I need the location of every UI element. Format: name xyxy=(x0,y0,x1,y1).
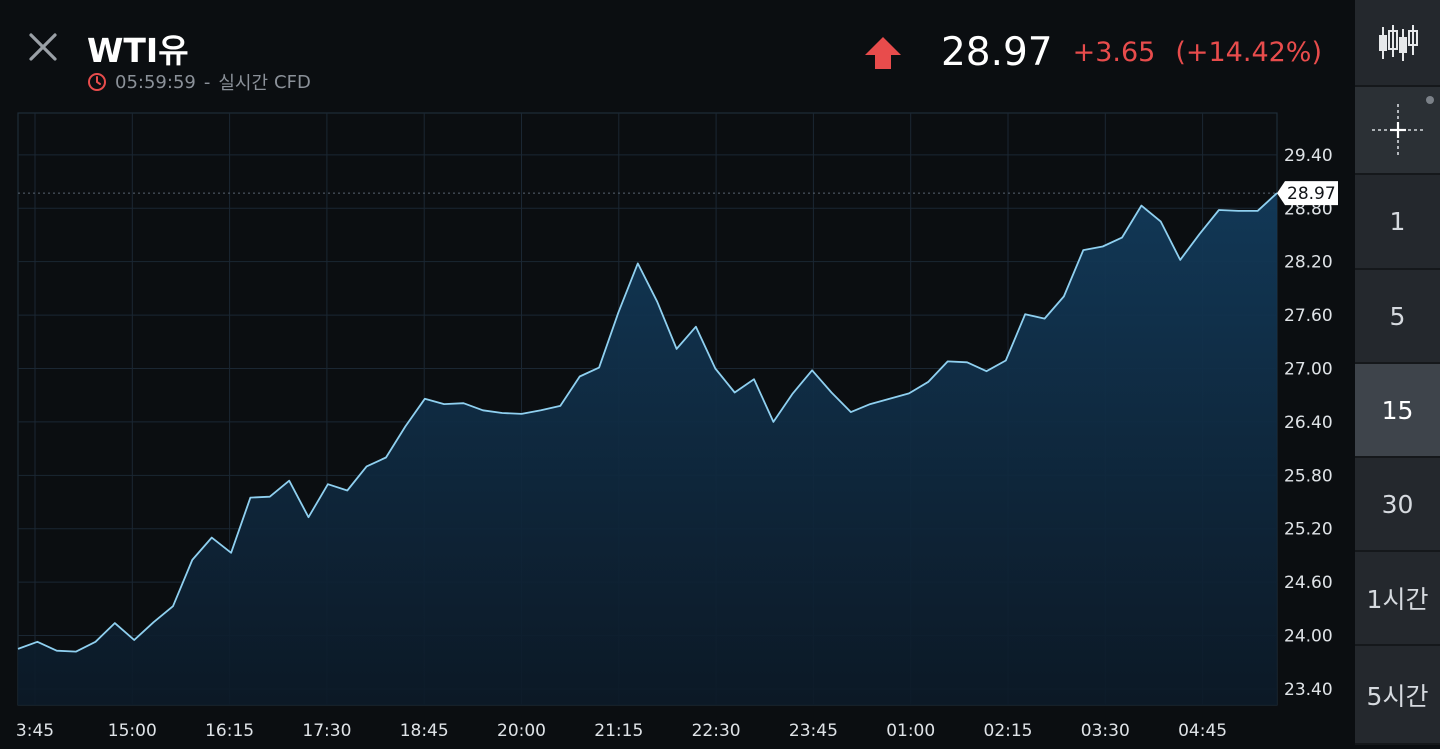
price-block: 28.97 +3.65 (+14.42%) xyxy=(863,30,1322,75)
x-tick-label: 04:45 xyxy=(1178,721,1227,741)
x-tick-label: 01:00 xyxy=(886,721,935,741)
close-icon xyxy=(29,33,57,61)
last-price: 28.97 xyxy=(940,30,1053,75)
last-price-tag xyxy=(1277,181,1338,206)
clock-icon xyxy=(88,73,106,91)
separator: - xyxy=(203,71,211,93)
price-line xyxy=(17,192,1278,653)
x-tick-label: 3:45 xyxy=(16,721,54,741)
x-tick-label: 18:45 xyxy=(400,721,449,741)
price-chart[interactable]: 29.40 28.80 28.20 27.60 27.00 26.40 25.80 25.20… xyxy=(0,108,1355,745)
interval-button[interactable]: 1시간 xyxy=(1355,552,1440,646)
chart-svg[interactable]: 29.4028.8028.2027.6027.0026.4025.8025.20… xyxy=(0,108,1355,745)
price-change: +3.65 xyxy=(1072,37,1156,68)
y-tick-label: 26.40 xyxy=(1284,413,1333,433)
x-tick-label: 21:15 xyxy=(594,721,643,741)
y-tick-label: 29.40 xyxy=(1284,146,1333,166)
x-tick-label: 17:30 xyxy=(302,721,351,741)
x-tick-label: 23:45 xyxy=(789,721,838,741)
chart-toolbar: 1 5 15 30 1시간 5시간 xyxy=(1355,0,1440,745)
y-tick-label: 24.60 xyxy=(1284,573,1333,593)
y-tick-label: 27.00 xyxy=(1284,359,1333,379)
quote-header: WTI유 05:59:59 - 실시간 CFD 28.97 +3.65 (+14… xyxy=(0,0,1355,108)
quote-time: 05:59:59 xyxy=(115,71,196,93)
interval-button[interactable]: 30 xyxy=(1355,458,1440,552)
price-change-percent: (+14.42%) xyxy=(1175,37,1322,68)
y-tick-label: 25.80 xyxy=(1284,466,1333,486)
x-tick-label: 03:30 xyxy=(1081,721,1130,741)
instrument-title: WTI유 xyxy=(87,31,189,70)
interval-button[interactable]: 15 xyxy=(1355,364,1440,458)
crosshair-button[interactable] xyxy=(1355,87,1440,175)
y-tick-label: 27.60 xyxy=(1284,306,1333,326)
x-tick-label: 16:15 xyxy=(205,721,254,741)
x-tick-label: 22:30 xyxy=(692,721,741,741)
crosshair-icon xyxy=(1371,104,1424,156)
x-tick-label: 02:15 xyxy=(984,721,1033,741)
x-tick-label: 15:00 xyxy=(108,721,157,741)
arrow-up-icon xyxy=(864,36,901,69)
y-tick-label: 24.00 xyxy=(1284,627,1333,647)
y-tick-label: 25.20 xyxy=(1284,520,1333,540)
x-tick-label: 20:00 xyxy=(497,721,546,741)
last-price-tag-label: 28.97 xyxy=(1287,184,1336,204)
interval-button[interactable]: 5시간 xyxy=(1355,646,1440,745)
interval-button[interactable]: 1 xyxy=(1355,175,1440,270)
scroll-indicator xyxy=(1426,96,1434,104)
chart-type-button[interactable] xyxy=(1355,0,1440,87)
close-button[interactable] xyxy=(24,28,62,66)
y-tick-label: 23.40 xyxy=(1284,680,1333,700)
interval-button[interactable]: 5 xyxy=(1355,270,1440,364)
quote-status-row: 05:59:59 - 실시간 CFD xyxy=(87,70,311,94)
price-area xyxy=(18,193,1277,705)
candlestick-icon xyxy=(1378,24,1418,61)
y-tick-label: 28.20 xyxy=(1284,253,1333,273)
instrument-type: CFD xyxy=(274,71,311,93)
quote-mode: 실시간 xyxy=(218,73,269,94)
